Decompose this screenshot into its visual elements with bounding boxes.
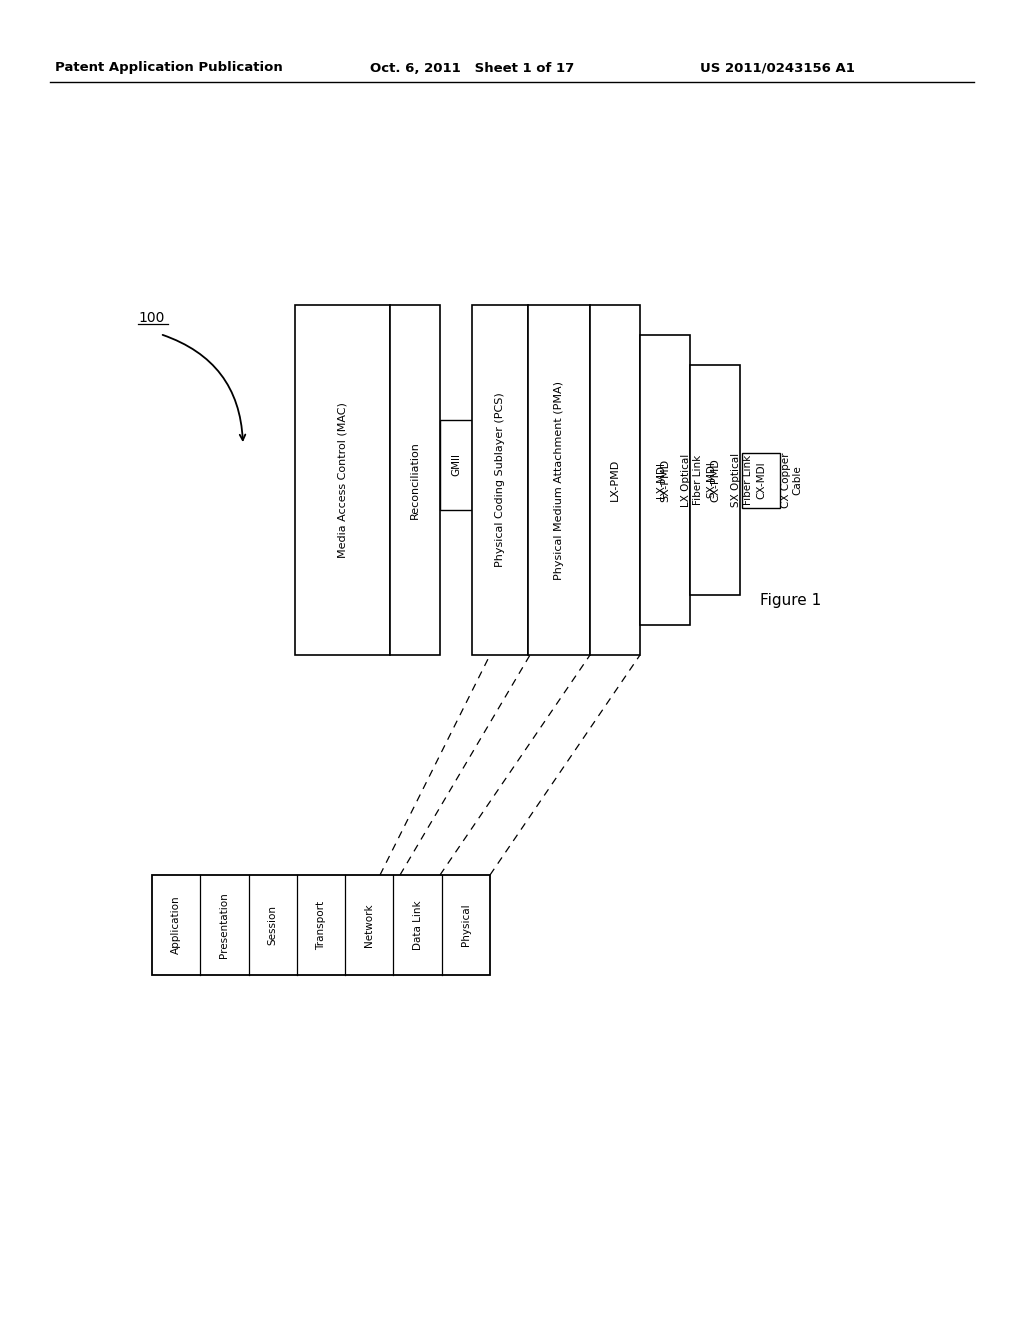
Text: CX-PMD: CX-PMD [710,458,720,502]
Text: SX Optical
Fiber Link: SX Optical Fiber Link [731,453,753,507]
Bar [528,305,590,655]
Text: Physical Medium Attachment (PMA): Physical Medium Attachment (PMA) [554,380,564,579]
Text: LX Optical
Fiber Link: LX Optical Fiber Link [681,453,702,507]
Bar [440,420,472,510]
Bar [640,335,690,624]
Bar [742,453,780,507]
Bar [590,305,640,655]
Text: SX-PMD: SX-PMD [660,458,670,502]
Text: Session: Session [267,906,278,945]
Text: Presentation: Presentation [219,892,229,958]
Bar [642,453,680,507]
Text: Oct. 6, 2011   Sheet 1 of 17: Oct. 6, 2011 Sheet 1 of 17 [370,62,574,74]
Text: US 2011/0243156 A1: US 2011/0243156 A1 [700,62,855,74]
Bar [390,305,440,655]
Bar [690,366,740,595]
Text: 100: 100 [138,312,165,325]
Text: Transport: Transport [316,900,326,949]
Text: CX-MDI: CX-MDI [756,461,766,499]
Text: SX-MDI: SX-MDI [706,462,716,499]
Text: Patent Application Publication: Patent Application Publication [55,62,283,74]
Text: Physical Coding Sublayer (PCS): Physical Coding Sublayer (PCS) [495,392,505,568]
Text: LX-PMD: LX-PMD [610,459,620,502]
Text: Physical: Physical [461,904,471,946]
Text: Figure 1: Figure 1 [760,593,821,607]
Text: Network: Network [365,903,375,946]
Bar [692,453,730,507]
Text: CX Copper
Cable: CX Copper Cable [781,453,803,508]
Text: LX-MDI: LX-MDI [656,462,666,498]
Text: Media Access Control (MAC): Media Access Control (MAC) [338,403,347,558]
Text: Reconciliation: Reconciliation [410,441,420,519]
Text: GMII: GMII [451,454,461,477]
Text: Data Link: Data Link [413,900,423,950]
Bar [295,305,390,655]
Bar [472,305,528,655]
Bar [152,875,490,975]
Text: Application: Application [171,896,181,954]
